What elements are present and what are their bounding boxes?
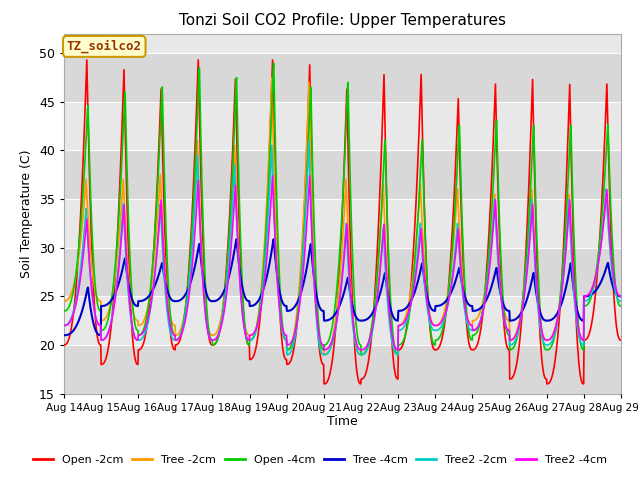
Bar bbox=[64, 150, 621, 199]
Y-axis label: Soil Temperature (C): Soil Temperature (C) bbox=[20, 149, 33, 278]
Tree -2cm bbox=[320, 352, 328, 358]
Open -2cm bbox=[246, 357, 254, 362]
Tree -2cm bbox=[60, 298, 68, 304]
Tree -2cm bbox=[617, 293, 625, 299]
Tree2 -4cm bbox=[170, 332, 178, 338]
Tree -4cm bbox=[170, 298, 178, 304]
Open -2cm bbox=[83, 57, 91, 63]
Open -2cm bbox=[184, 275, 192, 280]
Open -2cm bbox=[60, 342, 68, 348]
Tree -2cm bbox=[268, 74, 276, 80]
Tree2 -4cm bbox=[502, 324, 510, 330]
Tree2 -4cm bbox=[617, 293, 625, 299]
Text: TZ_soilco2: TZ_soilco2 bbox=[67, 40, 142, 53]
Tree2 -2cm bbox=[246, 337, 254, 343]
Open -4cm bbox=[357, 352, 365, 358]
Line: Open -2cm: Open -2cm bbox=[64, 60, 621, 384]
Tree -4cm bbox=[60, 332, 68, 338]
Open -4cm bbox=[246, 337, 254, 343]
Tree -2cm bbox=[170, 323, 178, 328]
Bar bbox=[64, 53, 621, 102]
Bar bbox=[64, 345, 621, 394]
Line: Tree -4cm: Tree -4cm bbox=[64, 239, 621, 335]
Line: Tree -2cm: Tree -2cm bbox=[64, 77, 621, 355]
Open -4cm bbox=[617, 303, 625, 309]
Tree -4cm bbox=[233, 236, 241, 242]
Open -4cm bbox=[184, 284, 191, 289]
Tree2 -2cm bbox=[283, 352, 291, 358]
Tree -4cm bbox=[246, 303, 254, 309]
Open -2cm bbox=[502, 341, 510, 347]
Open -2cm bbox=[617, 337, 625, 343]
Line: Tree2 -2cm: Tree2 -2cm bbox=[64, 141, 621, 355]
Tree -2cm bbox=[429, 322, 437, 328]
Tree2 -2cm bbox=[170, 337, 178, 343]
Tree -4cm bbox=[429, 308, 437, 313]
Tree2 -2cm bbox=[184, 294, 191, 300]
Open -2cm bbox=[429, 346, 437, 351]
Tree2 -4cm bbox=[269, 173, 276, 179]
Bar bbox=[64, 248, 621, 296]
Open -4cm bbox=[170, 332, 178, 338]
Tree2 -4cm bbox=[184, 302, 191, 308]
Tree2 -4cm bbox=[320, 347, 328, 353]
Bar bbox=[64, 102, 621, 150]
Tree2 -2cm bbox=[502, 325, 510, 331]
Open -4cm bbox=[502, 326, 510, 332]
Tree -2cm bbox=[246, 337, 254, 343]
Tree2 -4cm bbox=[246, 332, 254, 338]
Tree2 -2cm bbox=[429, 327, 437, 333]
Tree2 -2cm bbox=[60, 323, 68, 328]
Open -4cm bbox=[270, 60, 278, 66]
Tree -4cm bbox=[617, 293, 625, 299]
Open -4cm bbox=[429, 341, 437, 347]
Tree2 -4cm bbox=[60, 323, 68, 328]
Tree2 -4cm bbox=[552, 325, 559, 331]
Open -4cm bbox=[552, 330, 559, 336]
Tree -4cm bbox=[502, 306, 509, 312]
Tree2 -4cm bbox=[429, 322, 437, 328]
Open -2cm bbox=[320, 381, 328, 387]
Open -2cm bbox=[552, 355, 559, 361]
Tree2 -2cm bbox=[552, 329, 559, 335]
Line: Open -4cm: Open -4cm bbox=[64, 63, 621, 355]
Tree -2cm bbox=[552, 324, 559, 329]
Line: Tree2 -4cm: Tree2 -4cm bbox=[64, 176, 621, 350]
Tree -2cm bbox=[184, 287, 191, 292]
Tree2 -2cm bbox=[305, 138, 313, 144]
Tree2 -2cm bbox=[617, 298, 625, 304]
Tree -4cm bbox=[551, 314, 559, 320]
Bar bbox=[64, 199, 621, 248]
Bar bbox=[64, 296, 621, 345]
Open -2cm bbox=[171, 347, 179, 353]
Title: Tonzi Soil CO2 Profile: Upper Temperatures: Tonzi Soil CO2 Profile: Upper Temperatur… bbox=[179, 13, 506, 28]
Legend: Open -2cm, Tree -2cm, Open -4cm, Tree -4cm, Tree2 -2cm, Tree2 -4cm: Open -2cm, Tree -2cm, Open -4cm, Tree -4… bbox=[28, 451, 612, 469]
X-axis label: Time: Time bbox=[327, 415, 358, 429]
Tree -4cm bbox=[184, 287, 191, 293]
Tree -2cm bbox=[502, 315, 510, 321]
Open -4cm bbox=[60, 308, 68, 314]
